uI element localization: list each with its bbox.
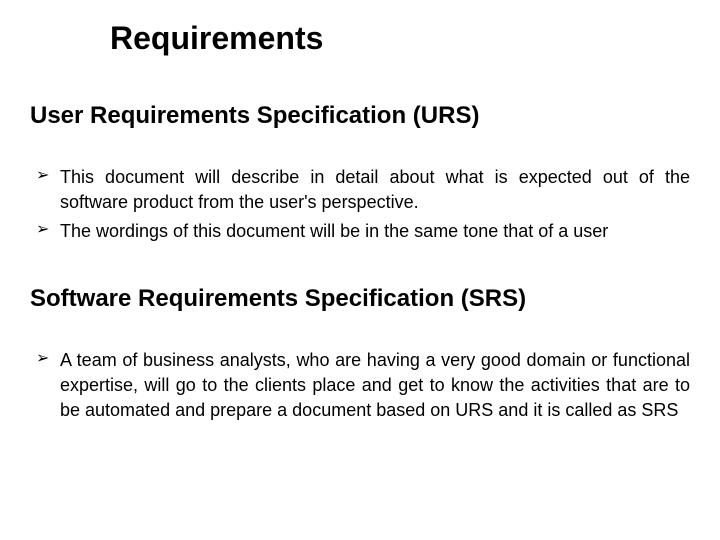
bullet-list-srs: A team of business analysts, who are hav… — [30, 348, 690, 424]
list-item: The wordings of this document will be in… — [30, 219, 690, 244]
section-urs: User Requirements Specification (URS) Th… — [30, 102, 690, 245]
section-srs: Software Requirements Specification (SRS… — [30, 285, 690, 424]
section-heading-urs: User Requirements Specification (URS) — [30, 102, 690, 130]
list-item: A team of business analysts, who are hav… — [30, 348, 690, 424]
bullet-list-urs: This document will describe in detail ab… — [30, 165, 690, 245]
list-item: This document will describe in detail ab… — [30, 165, 690, 215]
section-heading-srs: Software Requirements Specification (SRS… — [30, 285, 690, 313]
page-title: Requirements — [110, 20, 690, 57]
